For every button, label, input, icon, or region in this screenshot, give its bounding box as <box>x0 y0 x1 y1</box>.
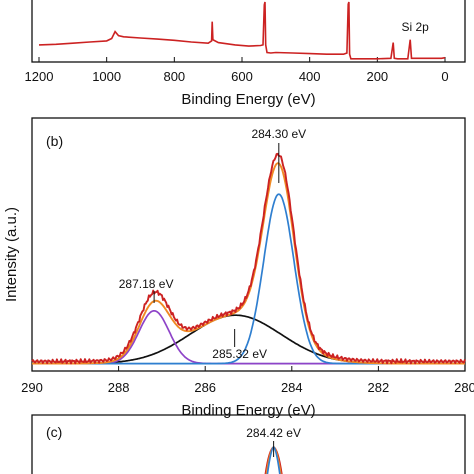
panel-b: 290 288 286 284 282 280 Binding Energy (eV) Int… <box>3 117 474 419</box>
plot-frame <box>31 117 466 372</box>
x-tick-label: 288 <box>108 380 130 395</box>
x-tick-label: 1200 <box>25 69 54 84</box>
peak-annotation: 284.42 eV <box>246 426 301 440</box>
x-tick-label: 400 <box>299 69 321 84</box>
x-tick-label: 800 <box>163 69 185 84</box>
peak-annotation: 287.18 eV <box>119 277 174 291</box>
x-tick-label: 280 <box>454 380 474 395</box>
y-axis-title: Intensity (a.u.) <box>3 207 20 302</box>
survey-spectrum-line <box>38 1 446 60</box>
series-raw-line <box>31 152 466 365</box>
series-fit-line <box>32 162 465 365</box>
panel-label: (c) <box>46 424 62 440</box>
plot-frame <box>31 0 466 63</box>
x-tick-label: 1000 <box>92 69 121 84</box>
x-tick-label: 0 <box>441 69 448 84</box>
x-axis-title: Binding Energy (eV) <box>181 91 315 108</box>
panel-a: 1200 1000 800 600 400 200 0 Binding Energy (eV)… <box>25 0 466 108</box>
x-tick-label: 284 <box>281 380 303 395</box>
panel-label: (b) <box>46 133 63 149</box>
si2p-annotation: Si 2p <box>401 20 429 34</box>
x-tick-label: 600 <box>231 69 253 84</box>
x-tick-label: 200 <box>366 69 388 84</box>
x-tick-label: 282 <box>368 380 390 395</box>
plot-frame <box>31 414 466 474</box>
peak-annotation: 284.30 eV <box>251 127 306 141</box>
x-tick-label: 290 <box>21 380 43 395</box>
panel-c: (c) 284.42 eV <box>31 414 466 474</box>
x-tick-label: 286 <box>194 380 216 395</box>
series-peak-284-line <box>32 193 465 365</box>
peak-annotation: 285.32 eV <box>212 347 267 361</box>
x-axis-title: Binding Energy (eV) <box>181 402 315 419</box>
